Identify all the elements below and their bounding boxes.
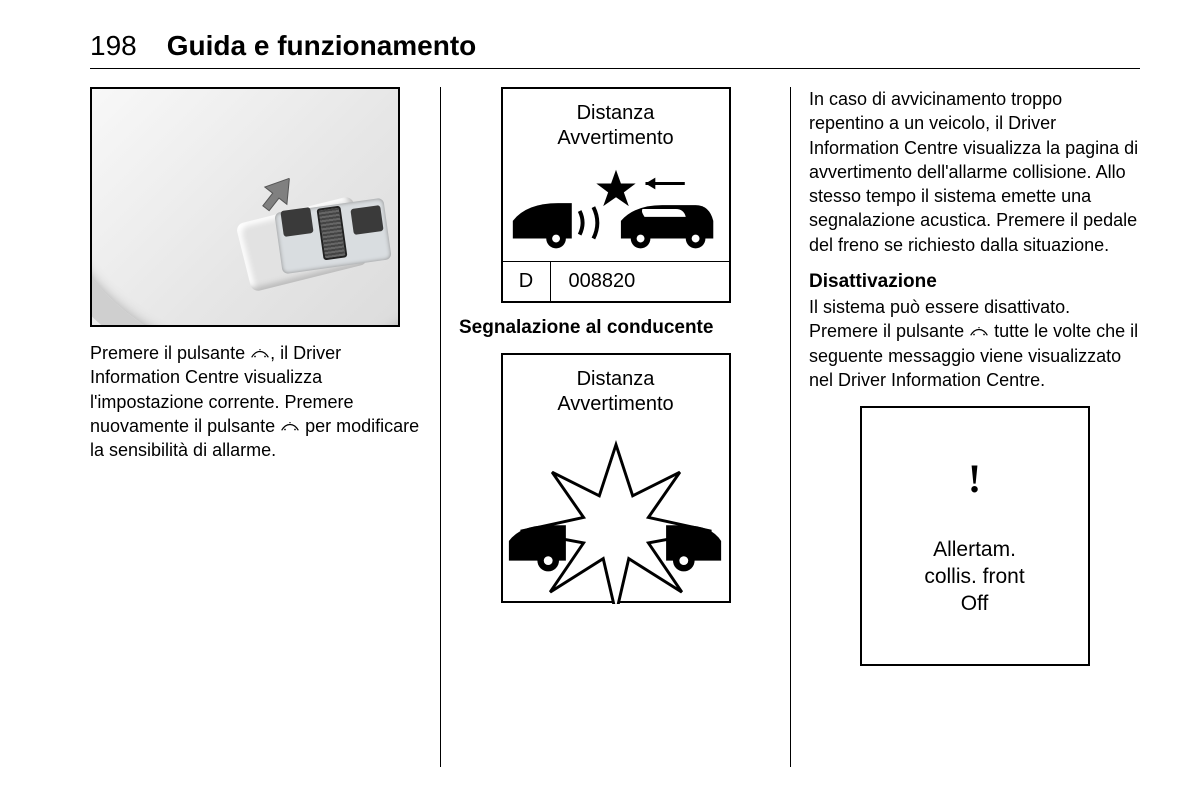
col2-heading: Segnalazione al conducente	[459, 317, 772, 339]
col1-paragraph: Premere il pulsante , il Driver Informat…	[90, 341, 422, 462]
col3-heading: Disattivazione	[809, 271, 1140, 293]
content-columns: Premere il pulsante , il Driver Informat…	[90, 87, 1140, 767]
col3-paragraph-2: Il sistema può essere disattivato. Preme…	[809, 295, 1140, 392]
col3-paragraph-1: In caso di avvicinamento troppo repentin…	[809, 87, 1140, 257]
collision-burst-icon	[503, 427, 729, 604]
fcw-button-icon	[250, 347, 270, 361]
fcw-button-icon	[969, 325, 989, 339]
steering-wheel-figure	[90, 87, 400, 327]
dic2-title-line2: Avvertimento	[557, 393, 673, 415]
page-number: 198	[90, 30, 137, 62]
dic2-title: Distanza Avvertimento	[503, 355, 729, 427]
dic-distance-warning-figure: Distanza Avvertimento	[501, 87, 731, 303]
column-1: Premere il pulsante , il Driver Informat…	[90, 87, 440, 767]
dic1-title-line2: Avvertimento	[557, 127, 673, 149]
dic1-graphic	[503, 161, 729, 261]
column-3: In caso di avvicinamento troppo repentin…	[790, 87, 1140, 767]
dic1-info-row: D 008820	[503, 261, 729, 301]
dic1-title: Distanza Avvertimento	[503, 89, 729, 161]
off-message-text: Allertam. collis. front Off	[924, 536, 1024, 618]
off-line1: Allertam.	[933, 538, 1016, 561]
header-rule	[90, 68, 1140, 69]
exclamation-icon: !	[968, 455, 981, 502]
dic-collision-warning-figure: Distanza Avvertimento	[501, 353, 731, 603]
button-right	[350, 205, 383, 235]
dic-off-message-figure: ! Allertam. collis. front Off	[860, 406, 1090, 666]
column-2: Distanza Avvertimento	[440, 87, 790, 767]
dic1-title-line1: Distanza	[577, 102, 655, 124]
dic2-title-line1: Distanza	[577, 368, 655, 390]
fcw-button-icon	[280, 420, 300, 434]
off-line2: collis. front	[924, 565, 1024, 588]
chapter-title: Guida e funzionamento	[167, 30, 477, 62]
page-header: 198 Guida e funzionamento	[90, 30, 1140, 62]
dic1-odometer: 008820	[551, 262, 729, 301]
off-line3: Off	[961, 592, 989, 615]
dic1-gear: D	[503, 262, 551, 301]
